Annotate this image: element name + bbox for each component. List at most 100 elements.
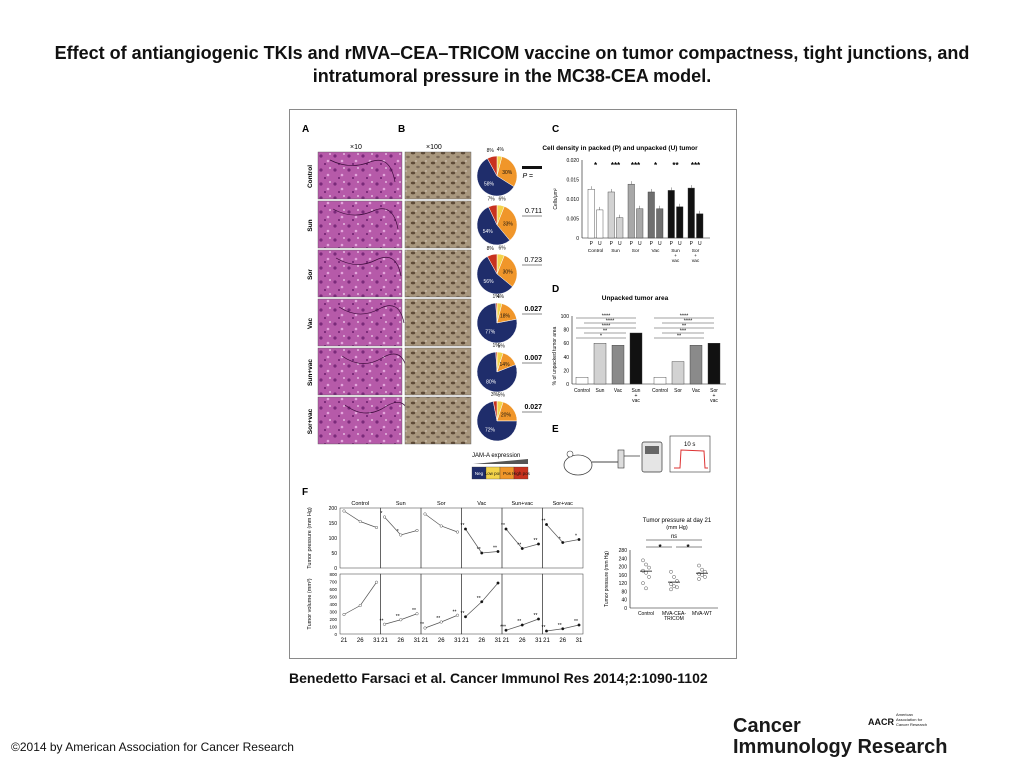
inset-point xyxy=(644,586,648,591)
panel-c-bar-label: U xyxy=(698,241,702,247)
trace-duration-label: 10 s xyxy=(684,442,695,448)
volume-point xyxy=(342,613,346,617)
pressure-significance: ** xyxy=(461,523,465,529)
tumor-outline xyxy=(332,208,399,230)
panel-d-y-label: % of unpacked tumor area xyxy=(552,326,558,385)
inset-title-unit: (mm Hg) xyxy=(666,525,688,531)
pie-label: 6% xyxy=(498,196,506,202)
panel-d-category-label: Control xyxy=(652,388,668,394)
panel-c-bar xyxy=(647,191,655,239)
pressure-significance: ** xyxy=(542,519,546,525)
pressure-significance: * xyxy=(559,537,561,543)
day-tick-label: 26 xyxy=(519,638,526,644)
pressure-y-tick: 50 xyxy=(331,551,337,557)
inset-ns-label: ns xyxy=(671,534,677,540)
pie-label: 80% xyxy=(486,379,497,385)
volume-significance: *** xyxy=(500,624,506,630)
day-tick-label: 21 xyxy=(462,638,469,644)
panel-c-bar-label: U xyxy=(658,241,662,247)
volume-point xyxy=(382,622,386,626)
jam-a-legend-swatch xyxy=(513,466,529,480)
panel-c-significance: ** xyxy=(672,161,679,170)
panel-d-category-label: + xyxy=(713,393,716,399)
volume-subplot-frame xyxy=(542,573,584,635)
pressure-y-tick: 0 xyxy=(334,566,337,572)
inset-point xyxy=(700,573,704,577)
pressure-point xyxy=(374,526,378,530)
he-stain-image xyxy=(317,200,403,249)
he-stain-image xyxy=(317,347,403,396)
panel-c-bar xyxy=(667,190,675,239)
tumor-outline xyxy=(338,305,405,324)
journal-logo-line-1: Cancer xyxy=(733,715,801,737)
jam-a-legend-title: JAM-A expression xyxy=(472,453,520,459)
jam-a-ihc-image xyxy=(404,298,472,347)
pressure-y-tick: 150 xyxy=(329,521,338,527)
pressure-significance: ** xyxy=(534,538,538,544)
panel-c-bar-label: P xyxy=(610,241,614,247)
volume-significance: ** xyxy=(436,616,440,622)
inset-y-label: Tumor pressure (mm Hg) xyxy=(604,551,610,607)
pie-slice xyxy=(496,156,518,188)
pressure-subplot-frame xyxy=(461,507,503,569)
panel-c-group-label: Vac xyxy=(652,248,661,254)
pressure-point xyxy=(504,527,508,531)
p-value: 0.007 xyxy=(524,355,542,362)
panel-c-bar xyxy=(587,189,595,239)
panel-c-bar xyxy=(676,206,684,239)
inset-y-tick: 0 xyxy=(624,606,627,612)
citation: Benedetto Farsaci et al. Cancer Immunol … xyxy=(289,670,708,686)
trace-box xyxy=(669,435,711,473)
volume-significance: ** xyxy=(461,611,465,617)
inset-category-label: MVA-WT xyxy=(692,611,712,617)
panel-a-row-label: Sun+vac xyxy=(307,359,314,386)
pie-slice xyxy=(488,204,498,226)
volume-point xyxy=(423,626,427,630)
panel-letter-b: B xyxy=(398,124,405,135)
panel-c-y-tick: 0.020 xyxy=(566,158,579,164)
day-tick-label: 31 xyxy=(414,638,421,644)
panel-letter-e: E xyxy=(552,424,559,435)
inset-point xyxy=(644,562,648,567)
journal-logo: Cancer Immunology Research xyxy=(733,716,948,758)
figure-panel: A B C D E F ×10 ×100 Control Sun Sor Vac Sun… xyxy=(289,109,737,659)
panel-f-group-label: Sor xyxy=(437,501,446,507)
pie-slice xyxy=(495,351,498,373)
day-tick-label: 21 xyxy=(503,638,510,644)
pie-label: 14% xyxy=(500,362,511,368)
inset-point xyxy=(647,565,651,570)
panel-c-y-label: Cells/μm² xyxy=(553,188,559,210)
panel-d-category-label: Vac xyxy=(614,388,623,394)
inset-point xyxy=(675,579,679,583)
panel-d-significance: **** xyxy=(602,324,611,330)
pressure-point xyxy=(439,524,443,528)
pressure-y-label: Tumor pressure (mm Hg) xyxy=(307,507,313,569)
panel-f-group-label: Control xyxy=(351,501,369,507)
tumor-outline xyxy=(329,159,396,183)
day-tick-label: 26 xyxy=(438,638,445,644)
pie-label: 72% xyxy=(485,427,496,433)
panel-c-group-label: Sor xyxy=(632,248,640,254)
panel-a-row-label: Control xyxy=(307,165,314,188)
day-tick-label: 21 xyxy=(341,638,348,644)
volume-y-label: Tumor volume (mm³) xyxy=(307,578,313,629)
tumor-outline xyxy=(341,353,408,371)
panel-c-bar xyxy=(616,217,624,239)
panel-c-y-tick: 0.005 xyxy=(566,217,579,223)
panel-c-significance: *** xyxy=(611,161,621,170)
volume-y-tick: 600 xyxy=(329,587,337,592)
panel-c-bar xyxy=(656,208,664,239)
jam-a-ihc-image xyxy=(404,347,472,396)
pie-label: 58% xyxy=(484,182,495,188)
panel-c-y-tick: 0.010 xyxy=(566,197,579,203)
inset-point xyxy=(672,575,676,579)
panel-c-bar xyxy=(687,187,695,239)
panel-d-bar xyxy=(689,345,703,385)
volume-series-line xyxy=(465,582,499,618)
inset-y-tick: 160 xyxy=(619,573,628,579)
pie-label: 20% xyxy=(501,413,512,419)
volume-point xyxy=(520,623,524,627)
volume-y-tick: 200 xyxy=(329,617,337,622)
panel-d-category-label: vac xyxy=(710,398,718,404)
panel-c-significance: * xyxy=(594,161,598,170)
